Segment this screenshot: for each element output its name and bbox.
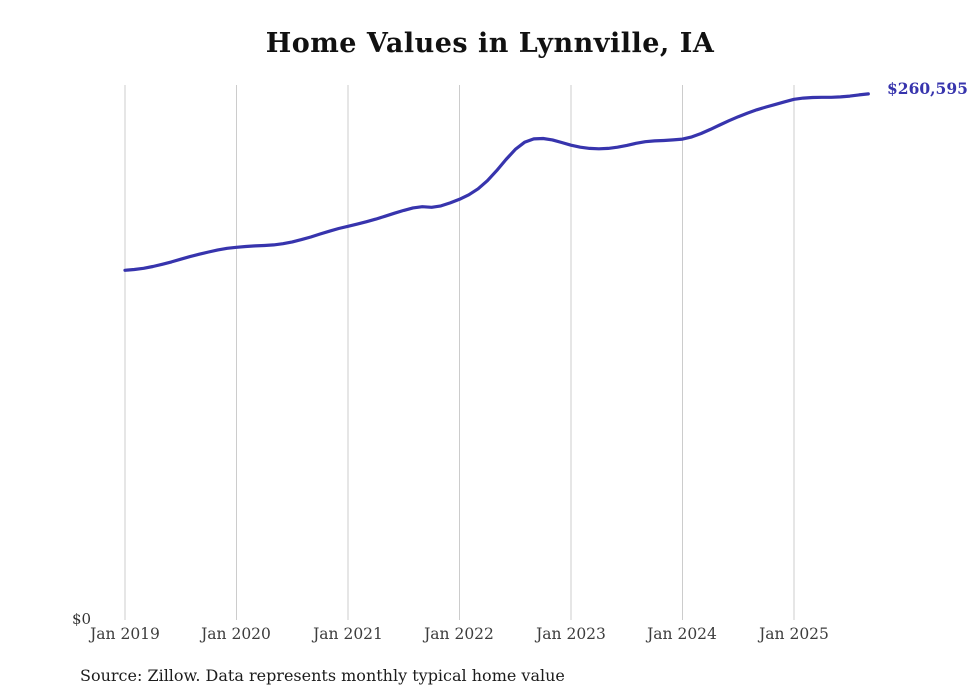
x-tick-label: Jan 2023 [536, 625, 606, 643]
chart-title: Home Values in Lynnville, IA [265, 28, 715, 59]
latest-value-label: $260,595 [887, 79, 968, 98]
y-axis-zero-label: $0 [72, 610, 92, 628]
x-tick-label: Jan 2021 [313, 625, 383, 643]
x-tick-label: Jan 2019 [90, 625, 160, 643]
home-value-line [123, 92, 870, 272]
x-tick-label: Jan 2025 [759, 625, 829, 643]
x-tick-label: Jan 2022 [424, 625, 494, 643]
gridlines [124, 85, 795, 620]
x-tick-label: Jan 2024 [647, 625, 717, 643]
x-tick-label: Jan 2020 [201, 625, 271, 643]
source-note: Source: Zillow. Data represents monthly … [80, 666, 565, 685]
